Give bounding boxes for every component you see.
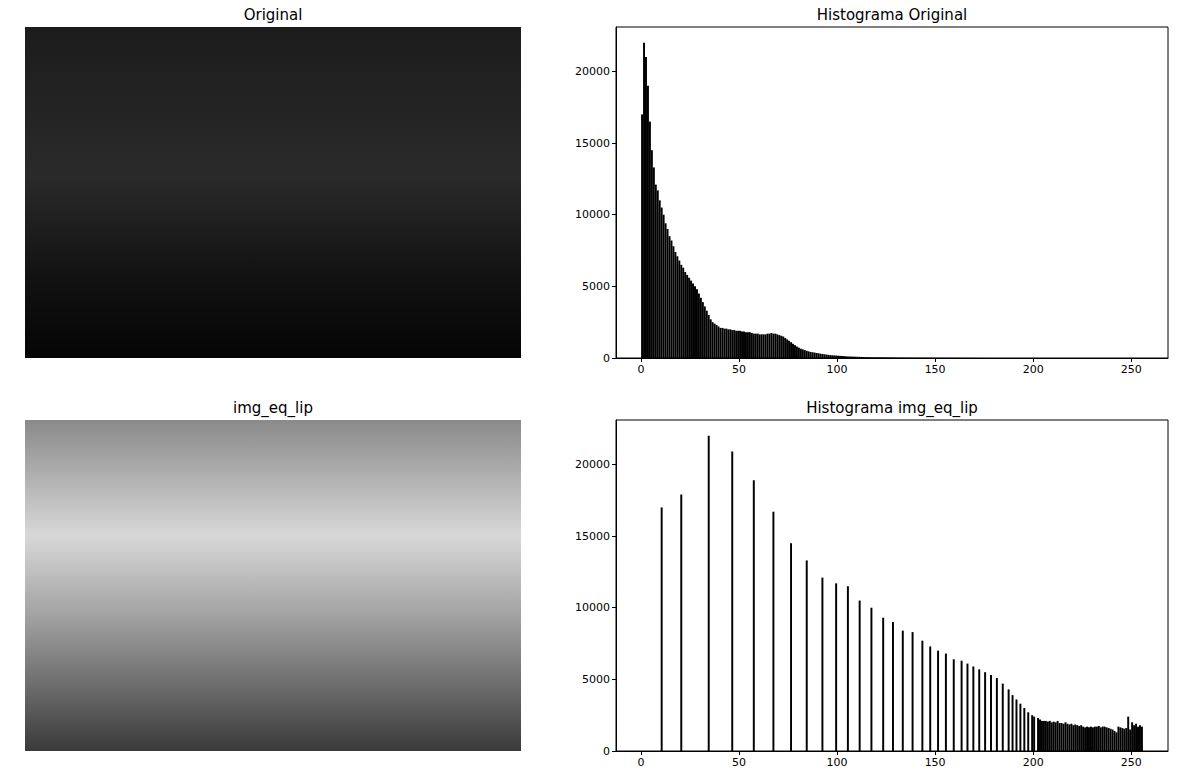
svg-text:0: 0 — [603, 352, 610, 365]
svg-text:15000: 15000 — [575, 530, 610, 543]
svg-text:200: 200 — [1023, 756, 1044, 769]
svg-text:100: 100 — [827, 756, 848, 769]
svg-text:Histograma Original: Histograma Original — [817, 6, 967, 24]
svg-text:img_eq_lip: img_eq_lip — [233, 399, 313, 418]
svg-text:200: 200 — [1023, 363, 1044, 376]
svg-text:Original: Original — [244, 6, 303, 24]
svg-text:Histograma img_eq_lip: Histograma img_eq_lip — [806, 399, 978, 418]
svg-text:0: 0 — [638, 363, 645, 376]
svg-text:50: 50 — [732, 363, 746, 376]
svg-text:250: 250 — [1121, 756, 1142, 769]
svg-text:20000: 20000 — [575, 65, 610, 78]
svg-text:5000: 5000 — [582, 280, 610, 293]
svg-text:150: 150 — [925, 363, 946, 376]
svg-text:0: 0 — [603, 745, 610, 758]
svg-text:10000: 10000 — [575, 601, 610, 614]
svg-text:50: 50 — [732, 756, 746, 769]
svg-text:250: 250 — [1121, 363, 1142, 376]
svg-text:20000: 20000 — [575, 458, 610, 471]
svg-text:0: 0 — [638, 756, 645, 769]
svg-text:10000: 10000 — [575, 208, 610, 221]
svg-text:5000: 5000 — [582, 673, 610, 686]
svg-text:150: 150 — [925, 756, 946, 769]
svg-text:15000: 15000 — [575, 137, 610, 150]
svg-text:100: 100 — [827, 363, 848, 376]
